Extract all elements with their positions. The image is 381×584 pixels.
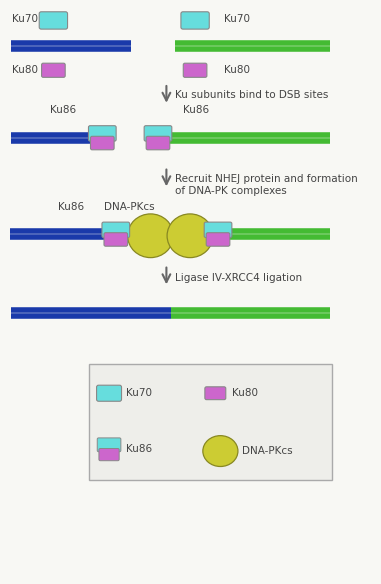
Text: Recruit NHEJ protein and formation: Recruit NHEJ protein and formation xyxy=(175,174,358,184)
Text: Ku80: Ku80 xyxy=(224,65,250,75)
Text: of DNA-PK complexes: of DNA-PK complexes xyxy=(175,186,287,196)
Text: Ku80: Ku80 xyxy=(232,388,258,398)
Text: Ku subunits bind to DSB sites: Ku subunits bind to DSB sites xyxy=(175,91,328,100)
FancyBboxPatch shape xyxy=(104,232,128,246)
FancyBboxPatch shape xyxy=(89,364,332,480)
Text: Ligase IV-XRCC4 ligation: Ligase IV-XRCC4 ligation xyxy=(175,273,302,283)
FancyBboxPatch shape xyxy=(144,126,172,141)
FancyBboxPatch shape xyxy=(88,126,116,141)
Text: DNA-PKcs: DNA-PKcs xyxy=(242,446,293,456)
Text: Ku86: Ku86 xyxy=(50,106,76,116)
FancyBboxPatch shape xyxy=(42,63,65,77)
Ellipse shape xyxy=(203,436,238,467)
FancyBboxPatch shape xyxy=(183,63,207,77)
FancyBboxPatch shape xyxy=(96,385,122,401)
Text: Ku70: Ku70 xyxy=(126,388,152,398)
Text: Ku86: Ku86 xyxy=(183,106,210,116)
FancyBboxPatch shape xyxy=(181,12,209,29)
Ellipse shape xyxy=(128,214,173,258)
FancyBboxPatch shape xyxy=(205,387,226,399)
FancyBboxPatch shape xyxy=(204,222,232,238)
Ellipse shape xyxy=(167,214,213,258)
FancyBboxPatch shape xyxy=(206,232,230,246)
FancyBboxPatch shape xyxy=(99,449,119,461)
Text: Ku86: Ku86 xyxy=(58,202,85,212)
FancyBboxPatch shape xyxy=(146,136,170,150)
FancyBboxPatch shape xyxy=(39,12,67,29)
Text: Ku80: Ku80 xyxy=(12,65,38,75)
FancyBboxPatch shape xyxy=(91,136,114,150)
Text: Ku70: Ku70 xyxy=(12,14,38,24)
Text: Ku70: Ku70 xyxy=(224,15,250,25)
Text: Ku86: Ku86 xyxy=(126,444,152,454)
FancyBboxPatch shape xyxy=(102,222,130,238)
Text: DNA-PKcs: DNA-PKcs xyxy=(104,202,155,212)
FancyBboxPatch shape xyxy=(97,438,121,451)
